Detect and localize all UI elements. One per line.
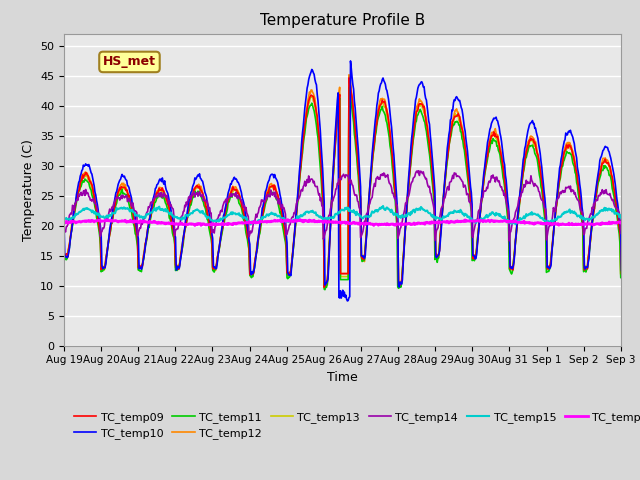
TC_temp16 bbox=[296, 217, 304, 223]
TC_temp13 bbox=[345, 79, 353, 84]
TC_temp09 bbox=[239, 206, 246, 212]
Legend: TC_temp09, TC_temp10, TC_temp11, TC_temp12, TC_temp13, TC_temp14, TC_temp15, TC_: TC_temp09, TC_temp10, TC_temp11, TC_temp… bbox=[70, 408, 640, 444]
TC_temp11 bbox=[268, 190, 276, 195]
TC_temp15 bbox=[239, 216, 246, 221]
TC_temp14 bbox=[456, 176, 464, 181]
TC_temp11 bbox=[130, 221, 138, 227]
TC_temp15 bbox=[269, 211, 277, 216]
Title: Temperature Profile B: Temperature Profile B bbox=[260, 13, 425, 28]
TC_temp12 bbox=[60, 252, 68, 258]
TC_temp13 bbox=[268, 185, 276, 191]
TC_temp13 bbox=[424, 132, 432, 138]
TC_temp11 bbox=[239, 212, 246, 217]
TC_temp12 bbox=[424, 128, 432, 134]
TC_temp14 bbox=[239, 202, 246, 207]
TC_temp14 bbox=[60, 229, 68, 235]
TC_temp09 bbox=[268, 183, 276, 189]
TC_temp15 bbox=[247, 222, 255, 228]
TC_temp12 bbox=[239, 205, 246, 211]
TC_temp09 bbox=[424, 132, 432, 137]
TC_temp16 bbox=[240, 220, 248, 226]
TC_temp09 bbox=[321, 285, 328, 290]
TC_temp16 bbox=[60, 220, 68, 226]
TC_temp09 bbox=[458, 124, 465, 130]
TC_temp14 bbox=[268, 192, 276, 198]
TC_temp13 bbox=[130, 217, 138, 223]
TC_temp13 bbox=[60, 255, 68, 261]
TC_temp13 bbox=[395, 283, 403, 289]
Line: TC_temp14: TC_temp14 bbox=[64, 171, 640, 241]
X-axis label: Time: Time bbox=[327, 371, 358, 384]
TC_temp11 bbox=[424, 140, 432, 146]
TC_temp09 bbox=[345, 75, 353, 81]
Line: TC_temp15: TC_temp15 bbox=[64, 206, 640, 225]
TC_temp12 bbox=[130, 215, 138, 221]
TC_temp15 bbox=[292, 218, 300, 224]
Line: TC_temp16: TC_temp16 bbox=[64, 220, 640, 226]
TC_temp15 bbox=[424, 209, 432, 215]
Line: TC_temp10: TC_temp10 bbox=[64, 61, 640, 301]
Line: TC_temp12: TC_temp12 bbox=[64, 75, 640, 286]
TC_temp11 bbox=[321, 287, 329, 292]
TC_temp12 bbox=[345, 72, 353, 78]
TC_temp11 bbox=[458, 129, 465, 135]
TC_temp11 bbox=[291, 230, 299, 236]
Text: HS_met: HS_met bbox=[103, 55, 156, 69]
TC_temp15 bbox=[379, 203, 387, 209]
TC_temp10 bbox=[344, 298, 351, 304]
TC_temp09 bbox=[130, 215, 138, 221]
TC_temp13 bbox=[458, 122, 465, 128]
TC_temp10 bbox=[130, 207, 138, 213]
TC_temp16 bbox=[458, 218, 465, 224]
Line: TC_temp09: TC_temp09 bbox=[64, 78, 640, 288]
TC_temp11 bbox=[60, 258, 68, 264]
TC_temp10 bbox=[291, 228, 299, 233]
TC_temp10 bbox=[458, 105, 465, 110]
TC_temp14 bbox=[506, 238, 513, 244]
TC_temp10 bbox=[347, 58, 355, 64]
TC_temp14 bbox=[423, 180, 431, 186]
TC_temp10 bbox=[424, 110, 432, 116]
TC_temp12 bbox=[268, 183, 276, 189]
TC_temp13 bbox=[291, 231, 299, 237]
TC_temp14 bbox=[130, 206, 138, 212]
TC_temp16 bbox=[424, 220, 432, 226]
TC_temp12 bbox=[291, 226, 299, 232]
TC_temp13 bbox=[239, 206, 246, 212]
TC_temp16 bbox=[292, 218, 300, 224]
TC_temp12 bbox=[396, 283, 403, 288]
Line: TC_temp13: TC_temp13 bbox=[64, 82, 640, 286]
TC_temp16 bbox=[269, 218, 277, 224]
TC_temp14 bbox=[291, 211, 299, 216]
TC_temp11 bbox=[345, 85, 353, 91]
TC_temp09 bbox=[60, 251, 68, 256]
TC_temp10 bbox=[60, 217, 68, 223]
TC_temp14 bbox=[415, 168, 422, 174]
TC_temp15 bbox=[458, 208, 465, 214]
TC_temp16 bbox=[130, 219, 138, 225]
TC_temp12 bbox=[458, 120, 465, 126]
TC_temp10 bbox=[268, 171, 276, 177]
Y-axis label: Temperature (C): Temperature (C) bbox=[22, 139, 35, 240]
TC_temp16 bbox=[191, 223, 198, 228]
TC_temp15 bbox=[130, 209, 138, 215]
TC_temp10 bbox=[239, 197, 246, 203]
TC_temp15 bbox=[60, 216, 68, 221]
Line: TC_temp11: TC_temp11 bbox=[64, 88, 640, 289]
TC_temp09 bbox=[291, 229, 299, 235]
